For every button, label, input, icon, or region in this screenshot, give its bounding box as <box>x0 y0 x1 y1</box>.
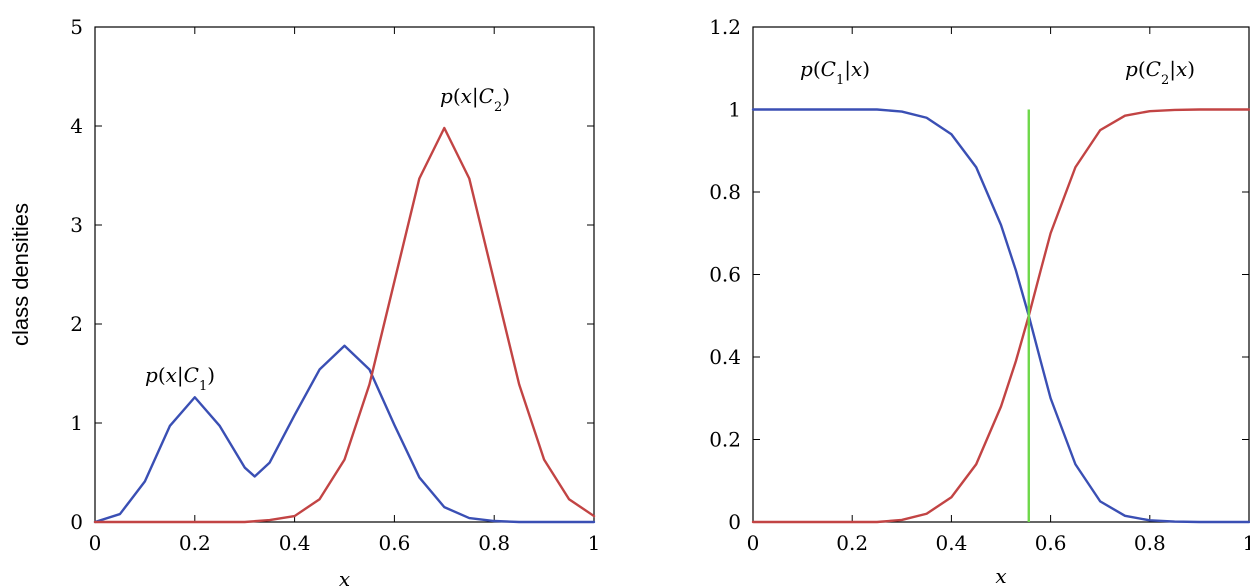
left-annotation-p-x-c2: p(x|C2) <box>440 84 510 115</box>
panel-1-y-tick-label-5: 1 <box>728 98 741 122</box>
left-y-tick-labels: 0 1 2 3 4 5 <box>70 15 83 534</box>
panel-0-y-tick-label-3: 3 <box>70 213 83 237</box>
panel-1-series-1-line <box>751 108 1250 524</box>
right-y-tick-labels: 0 0.2 0.4 0.6 0.8 1 1.2 <box>709 15 741 534</box>
right-plot-frame <box>752 26 1250 523</box>
panel-0-y-tick-label-2: 2 <box>70 312 83 336</box>
right-series-lines <box>751 108 1250 524</box>
left-series-lines <box>93 126 596 524</box>
right-tick-marks <box>752 26 1250 523</box>
right-annotation-p-c2-x: p(C2|x) <box>1125 57 1195 88</box>
right-chart-panel: 0 0.2 0.4 0.6 0.8 1 0 0.2 0.4 0.6 0.8 1 1.2 x p(C1|… <box>709 15 1250 586</box>
panel-0-x-tick-label-4: 0.8 <box>478 531 510 555</box>
panel-1-y-tick-label-0: 0 <box>728 510 741 534</box>
left-x-tick-labels: 0 0.2 0.4 0.6 0.8 1 <box>89 531 601 555</box>
panel-0-y-tick-label-4: 4 <box>70 114 83 138</box>
panel-0-series-1-line <box>93 126 596 524</box>
panel-0-x-tick-label-0: 0 <box>89 531 102 555</box>
panel-0-y-tick-label-0: 0 <box>70 510 83 534</box>
left-y-axis-label: class densities <box>8 203 33 346</box>
right-annotation-p-c1-x: p(C1|x) <box>800 57 870 88</box>
right-x-axis-label: x <box>995 564 1006 586</box>
panel-0-y-tick-label-1: 1 <box>70 411 83 435</box>
panel-0-x-tick-label-3: 0.6 <box>378 531 410 555</box>
left-annotation-p-x-c1: p(x|C1) <box>145 363 215 394</box>
left-tick-marks <box>94 26 595 523</box>
panel-0-series-0-line <box>93 344 596 524</box>
panel-1-x-tick-label-3: 0.6 <box>1035 531 1067 555</box>
panel-1-x-tick-label-2: 0.4 <box>935 531 967 555</box>
right-x-tick-labels: 0 0.2 0.4 0.6 0.8 1 <box>747 531 1250 555</box>
panel-0-y-tick-label-5: 5 <box>70 15 83 39</box>
left-x-axis-label: x <box>339 567 350 586</box>
panel-1-y-tick-label-3: 0.6 <box>709 263 741 287</box>
panel-0-x-tick-label-5: 1 <box>588 531 601 555</box>
panel-1-x-tick-label-0: 0 <box>747 531 760 555</box>
panel-1-x-tick-label-1: 0.2 <box>836 531 868 555</box>
panel-1-y-tick-label-6: 1.2 <box>709 15 741 39</box>
panel-1-y-tick-label-4: 0.8 <box>709 180 741 204</box>
panel-1-y-tick-label-2: 0.4 <box>709 345 741 369</box>
panel-1-y-tick-label-1: 0.2 <box>709 428 741 452</box>
panel-0-x-tick-label-2: 0.4 <box>279 531 311 555</box>
panel-1-x-tick-label-5: 1 <box>1243 531 1250 555</box>
panel-0-x-tick-label-1: 0.2 <box>179 531 211 555</box>
panel-1-x-tick-label-4: 0.8 <box>1134 531 1166 555</box>
left-plot-frame <box>94 26 595 523</box>
panel-1-series-0-line <box>751 108 1250 524</box>
